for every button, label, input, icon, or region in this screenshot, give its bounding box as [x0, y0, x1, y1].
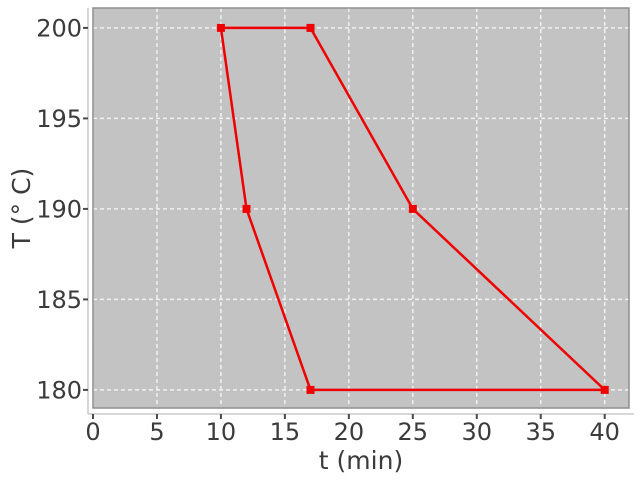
x-tick-label: 40: [589, 418, 620, 446]
x-tick-label: 35: [525, 418, 556, 446]
y-tick-label: 200: [36, 14, 82, 42]
axis-spines: [87, 8, 634, 415]
x-tick-label: 0: [85, 418, 100, 446]
x-tick-label: 25: [398, 418, 429, 446]
y-tick-label: 190: [36, 195, 82, 223]
plot-outline: [92, 7, 630, 409]
plot-area: [93, 8, 629, 408]
data-point-marker: [242, 204, 251, 213]
data-point-marker: [306, 385, 315, 394]
y-tick-label: 185: [36, 286, 82, 314]
data-point-marker: [408, 204, 417, 213]
data-point-marker: [306, 23, 315, 32]
y-tick-label: 195: [36, 105, 82, 133]
x-axis-label: t (min): [319, 446, 403, 475]
data-point-marker: [600, 385, 609, 394]
y-tick-label: 180: [36, 376, 82, 404]
y-axis-label: T (° C): [7, 168, 36, 250]
series-temperature-profile: [216, 23, 609, 394]
x-tick-labels: 0 5 10 15 20 25 30 35 40: [85, 418, 620, 446]
y-tick-labels: 180 185 190 195 200: [36, 14, 82, 404]
data-point-markers: [216, 23, 609, 394]
data-point-marker: [216, 23, 225, 32]
x-tick-label: 5: [149, 418, 164, 446]
x-tick-label: 10: [206, 418, 237, 446]
x-tick-label: 20: [334, 418, 365, 446]
tick-marks: [83, 26, 606, 419]
x-tick-label: 30: [461, 418, 492, 446]
x-tick-label: 15: [270, 418, 301, 446]
